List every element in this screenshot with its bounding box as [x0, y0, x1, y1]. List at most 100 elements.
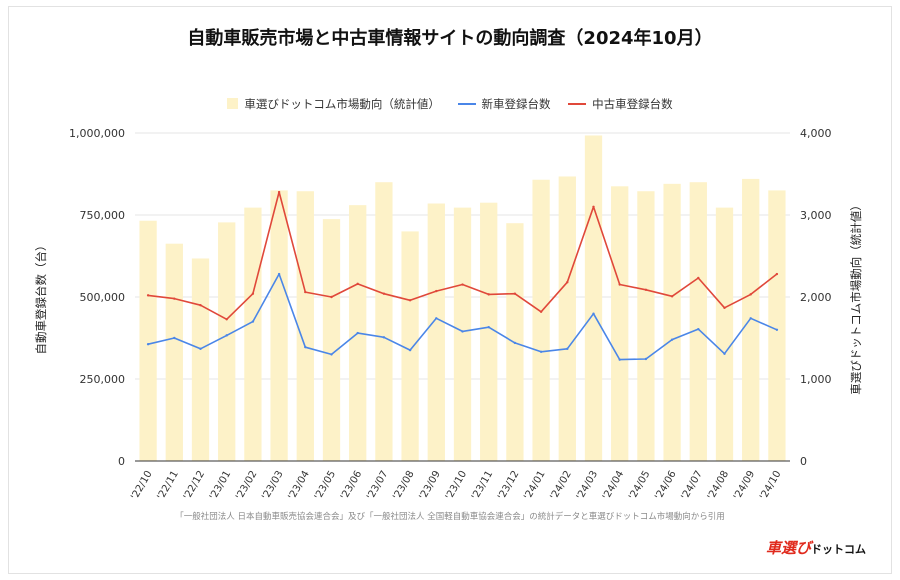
right-tick-label: 4,000 [800, 127, 832, 140]
brand-logo: 車選びドットコム [766, 537, 866, 558]
legend-item-used[interactable]: 中古車登録台数 [568, 96, 673, 112]
data-point-new [775, 328, 779, 331]
bar [689, 182, 707, 461]
x-tick-label: '24/01 [522, 469, 547, 502]
bar [558, 176, 576, 461]
data-point-new [251, 320, 255, 323]
data-point-new [670, 338, 674, 341]
data-point-new [618, 358, 621, 361]
data-point-used [566, 281, 569, 284]
data-point-new [173, 336, 176, 340]
bar [401, 231, 419, 461]
data-point-used [146, 294, 150, 297]
data-point-new [146, 343, 150, 346]
x-tick-label: '24/03 [575, 469, 600, 502]
data-point-used [304, 290, 307, 294]
data-point-used [330, 295, 333, 299]
legend-label-used: 中古車登録台数 [592, 97, 673, 111]
data-point-used [382, 292, 386, 295]
bar [244, 207, 262, 461]
x-tick-label: '23/10 [444, 469, 469, 502]
data-point-used [487, 293, 490, 296]
left-tick-label: 750,000 [80, 209, 126, 222]
bar [742, 178, 760, 462]
data-point-used [749, 293, 752, 296]
data-point-new [592, 312, 595, 315]
data-point-new [199, 347, 202, 351]
right-tick-label: 3,000 [800, 209, 832, 222]
x-tick-label: '23/04 [287, 469, 312, 502]
right-tick-label: 0 [800, 455, 807, 468]
bar [375, 182, 393, 461]
left-tick-label: 0 [118, 455, 125, 468]
x-tick-label: '22/12 [182, 469, 207, 502]
left-tick-label: 1,000,000 [69, 127, 125, 140]
data-point-used [408, 299, 412, 302]
legend-item-new[interactable]: 新車登録台数 [457, 96, 551, 112]
bar [270, 190, 288, 461]
bar [191, 258, 210, 461]
legend-item-bar[interactable]: 車選びドットコム市場動向（統計値） [227, 96, 440, 112]
data-point-used [513, 292, 517, 295]
x-tick-label: '24/04 [601, 469, 626, 502]
x-tick-label: '23/07 [365, 469, 390, 502]
data-point-new [513, 341, 517, 345]
data-point-new [539, 350, 543, 353]
bar [165, 243, 183, 461]
bar [427, 203, 445, 461]
data-point-new [435, 317, 438, 320]
bar [218, 222, 236, 461]
x-tick-label: '24/05 [627, 469, 652, 502]
right-tick-label: 2,000 [800, 291, 832, 304]
source-note: 「一般社団法人 日本自動車販売協会連合会」及び「一般社団法人 全国軽自動車協会連… [175, 512, 725, 522]
data-point-used [539, 310, 543, 313]
bar [768, 190, 786, 461]
legend-swatch-used [568, 103, 587, 105]
data-point-new [749, 317, 752, 320]
x-tick-label: '23/01 [208, 469, 233, 502]
legend-label-bar: 車選びドットコム市場動向（統計値） [244, 97, 440, 111]
x-tick-label: '24/10 [758, 469, 783, 502]
legend-swatch-new [457, 103, 476, 105]
data-point-used [356, 282, 359, 286]
data-point-used [723, 306, 726, 310]
data-point-used [435, 289, 438, 293]
data-point-new [382, 336, 386, 339]
x-tick-label: '23/03 [260, 469, 285, 502]
data-point-new [356, 331, 359, 335]
data-point-used [775, 272, 779, 276]
data-point-new [330, 353, 333, 356]
x-tick-label: '23/05 [313, 469, 338, 502]
data-point-new [566, 347, 569, 351]
data-point-used [697, 276, 700, 280]
data-point-new [697, 327, 700, 331]
x-tick-label: '24/08 [706, 469, 731, 502]
right-tick-label: 1,000 [800, 373, 832, 386]
data-point-used [225, 318, 228, 321]
x-tick-label: '22/10 [129, 469, 154, 502]
data-point-new [644, 357, 648, 361]
x-tick-label: '23/06 [339, 469, 364, 502]
brand-logo-main: 車選び [765, 539, 811, 557]
x-tick-label: '24/07 [680, 469, 705, 502]
data-point-used [277, 190, 281, 194]
bar [611, 186, 629, 462]
x-tick-label: '23/11 [470, 469, 495, 502]
bar [453, 207, 472, 461]
x-tick-label: '24/09 [732, 469, 757, 502]
bar [532, 179, 550, 462]
brand-logo-sub: ドットコム [811, 543, 866, 556]
legend: 車選びドットコム市場動向（統計値） 新車登録台数 中古車登録台数 [0, 96, 900, 112]
x-tick-label: '23/08 [391, 469, 416, 502]
x-tick-label: '24/02 [549, 469, 574, 502]
bar [663, 183, 681, 461]
data-point-new [408, 348, 412, 352]
right-axis-title: 車選びドットコム市場動向（統計値） [849, 199, 863, 395]
data-point-used [644, 288, 648, 291]
data-point-used [251, 292, 255, 295]
data-point-used [592, 205, 595, 208]
bar [322, 219, 341, 461]
chart-title: 自動車販売市場と中古車情報サイトの動向調査（2024年10月） [187, 28, 713, 49]
data-point-used [461, 283, 464, 286]
